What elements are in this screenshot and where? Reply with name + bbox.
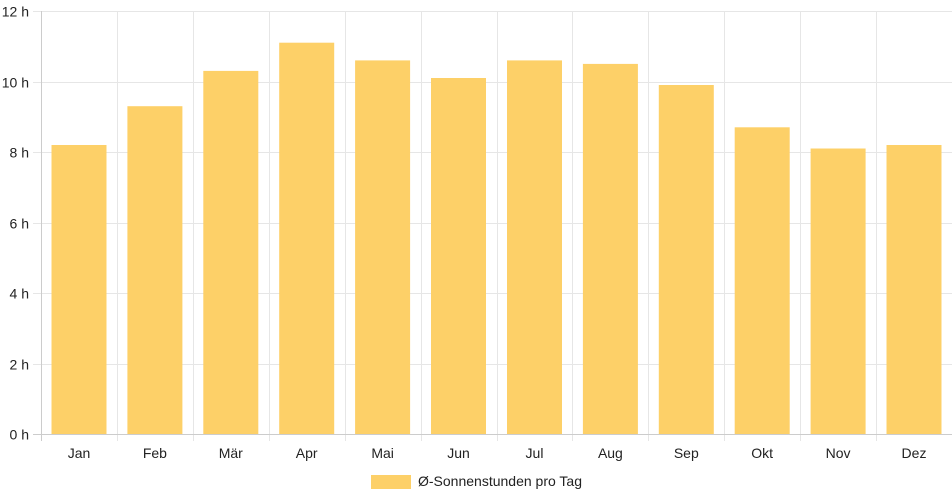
y-tick-label: 10 h	[2, 75, 29, 91]
x-tick-label: Aug	[598, 445, 623, 461]
legend-label: Ø-Sonnenstunden pro Tag	[418, 473, 582, 489]
bar-feb[interactable]	[127, 106, 183, 434]
bar-aug[interactable]	[582, 63, 638, 435]
x-tick-label: Sep	[674, 445, 699, 461]
bar-okt[interactable]	[734, 127, 790, 435]
bar-nov[interactable]	[810, 148, 866, 435]
grid-lines	[33, 11, 952, 441]
x-tick-label: Okt	[751, 445, 773, 461]
x-tick-label: Feb	[143, 445, 167, 461]
legend-swatch	[371, 475, 411, 489]
x-tick-label: Nov	[826, 445, 851, 461]
bar-jun[interactable]	[431, 78, 486, 434]
y-tick-label: 0 h	[10, 427, 29, 443]
bar-dez[interactable]	[886, 145, 942, 434]
bars	[51, 42, 942, 435]
x-tick-label: Dez	[902, 445, 927, 461]
x-tick-label: Jul	[526, 445, 544, 461]
legend[interactable]: Ø-Sonnenstunden pro Tag	[371, 473, 582, 489]
x-tick-label: Apr	[296, 445, 318, 461]
y-tick-label: 8 h	[10, 145, 29, 161]
y-tick-label: 12 h	[2, 4, 29, 20]
bar-jan[interactable]	[51, 145, 107, 434]
bar-mär[interactable]	[203, 70, 259, 435]
x-tick-labels: Jan Feb Mär Apr Mai Jun Jul Aug Sep Okt Nov Dez	[68, 445, 927, 461]
y-tick-label: 6 h	[10, 216, 29, 232]
x-tick-label: Mai	[371, 445, 394, 461]
x-tick-label: Mär	[219, 445, 243, 461]
bar-mai[interactable]	[355, 60, 411, 435]
y-tick-labels: 0 h 2 h 4 h 6 h 8 h 10 h 12 h	[2, 4, 29, 443]
x-tick-label: Jun	[447, 445, 470, 461]
x-tick-label: Jan	[68, 445, 91, 461]
bar-sep[interactable]	[658, 85, 714, 434]
y-tick-label: 2 h	[10, 357, 29, 373]
axes	[33, 11, 952, 441]
bar-apr[interactable]	[279, 42, 335, 434]
y-tick-label: 4 h	[10, 286, 29, 302]
bar-jul[interactable]	[507, 60, 562, 435]
